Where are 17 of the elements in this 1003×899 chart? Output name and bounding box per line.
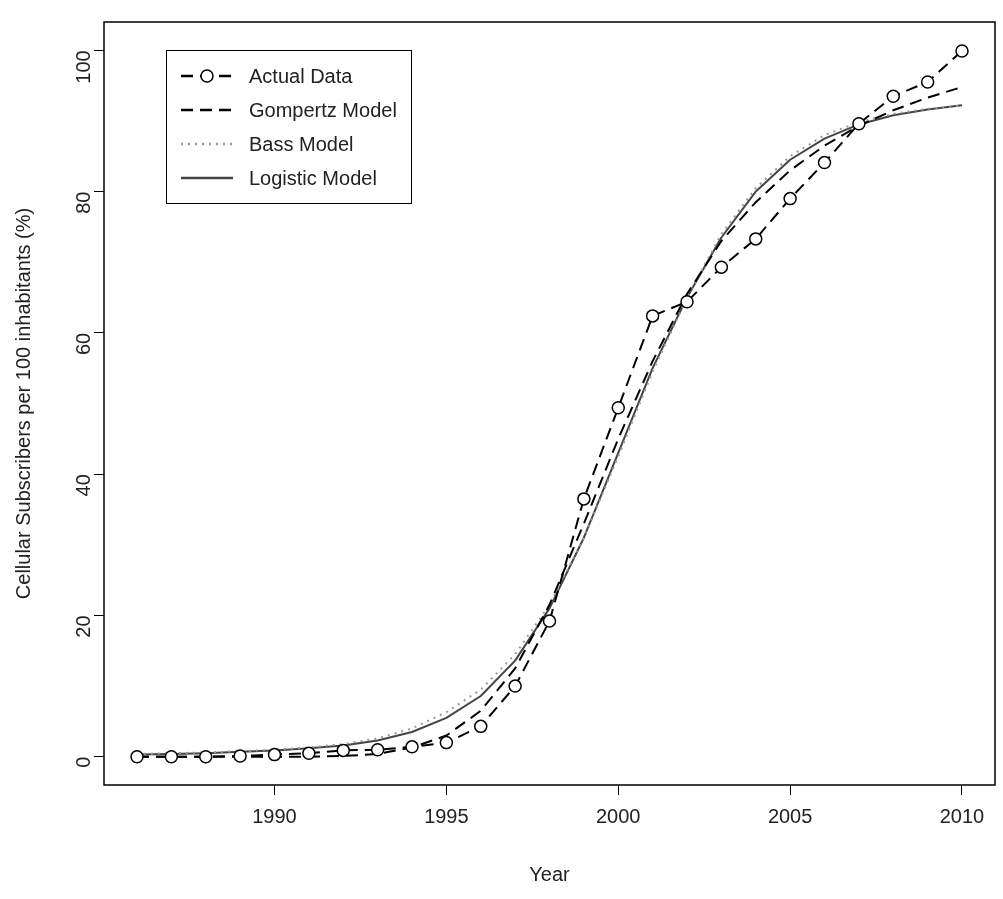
legend-label: Actual Data — [249, 64, 353, 88]
y-tick-label: 80 — [71, 191, 94, 214]
x-tick-label: 1990 — [252, 804, 297, 827]
y-tick-label: 40 — [71, 474, 94, 497]
x-axis-title: Year — [529, 862, 571, 885]
y-tick-label: 20 — [71, 615, 94, 638]
x-tick-label: 2000 — [596, 804, 641, 827]
y-tick-label: 60 — [71, 332, 94, 356]
legend-label: Bass Model — [249, 132, 354, 156]
legend-label: Gompertz Model — [249, 98, 397, 122]
x-tick-label: 2010 — [939, 804, 985, 827]
y-tick-label: 0 — [71, 756, 94, 768]
y-tick-label: 100 — [71, 50, 94, 84]
x-tick-label: 1995 — [424, 804, 469, 827]
y-axis-title: Cellular Subscribers per 100 inhabitants (%) — [11, 207, 34, 600]
x-tick-label: 2005 — [767, 804, 813, 827]
legend-label: Logistic Model — [249, 166, 377, 190]
